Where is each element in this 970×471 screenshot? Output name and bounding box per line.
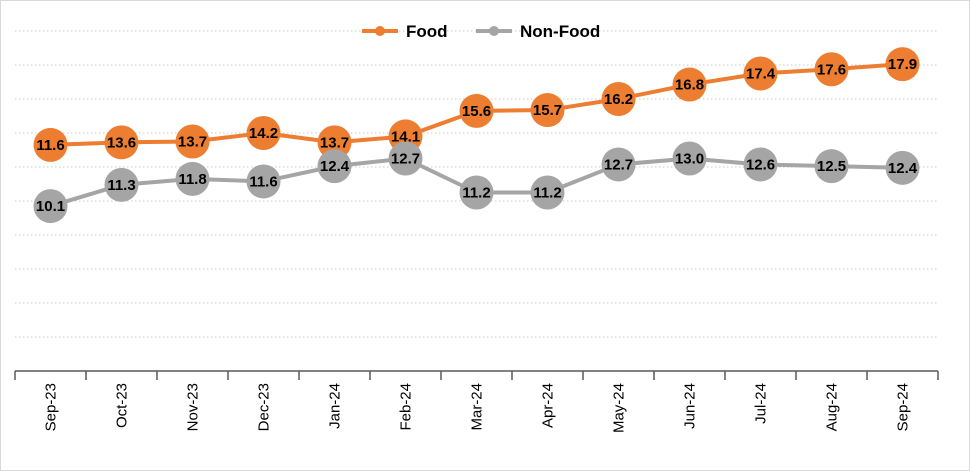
data-point <box>601 82 636 116</box>
x-tick-label: Jun-24 <box>682 383 699 429</box>
data-point <box>175 124 210 159</box>
data-label: 11.8 <box>178 171 206 188</box>
data-label: 13.7 <box>178 134 207 151</box>
data-point <box>104 167 139 202</box>
x-tick-label: Nov-23 <box>185 383 202 431</box>
data-point <box>175 161 210 196</box>
data-point <box>317 125 352 160</box>
legend-nonfood-marker <box>489 26 499 36</box>
data-label: 11.6 <box>249 173 277 190</box>
legend-food-marker <box>375 26 385 36</box>
data-label: 13.7 <box>320 134 349 151</box>
data-point <box>814 149 849 184</box>
data-label: 12.4 <box>320 158 350 175</box>
data-point <box>885 150 920 185</box>
x-tick-label: Dec-23 <box>256 383 273 431</box>
data-label: 15.7 <box>533 102 562 119</box>
series-layer: 11.6 13.6 13.7 14.2 13.7 14.1 15.6 15.7 16.2 16.8… <box>33 47 920 224</box>
x-tick-label: Mar-24 <box>469 383 486 431</box>
data-point <box>814 52 849 87</box>
data-label: 11.2 <box>533 185 561 202</box>
data-label: 17.4 <box>746 66 776 83</box>
data-label: 15.6 <box>462 103 491 120</box>
x-tick-label: Aug-24 <box>824 383 841 431</box>
data-label: 17.6 <box>817 61 846 78</box>
data-label: 17.9 <box>888 56 917 73</box>
data-point <box>317 149 352 184</box>
data-label: 12.4 <box>888 160 918 177</box>
legend-nonfood-label: Non-Food <box>520 22 600 41</box>
data-label: 11.2 <box>462 185 490 202</box>
data-point <box>104 125 139 160</box>
data-label: 12.7 <box>391 151 420 168</box>
x-tick-label: Feb-24 <box>398 383 415 431</box>
data-point <box>672 141 707 176</box>
x-tick-label: Oct-23 <box>114 383 131 428</box>
x-axis: Sep-23 Oct-23 Nov-23 Dec-23 Jan-24 Feb-24 Mar-… <box>14 370 939 433</box>
data-point <box>743 56 778 91</box>
data-point <box>246 164 281 199</box>
data-point <box>743 147 778 182</box>
data-point <box>459 175 494 210</box>
series-1: 10.1 11.3 11.8 11.6 12.4 12.7 11.2 11.2 12.7 13.0… <box>33 141 920 224</box>
data-point <box>530 93 565 128</box>
data-point <box>885 47 920 82</box>
data-point <box>388 141 423 176</box>
data-label: 13.6 <box>107 134 136 151</box>
legend: Food Non-Food <box>362 22 600 41</box>
legend-food-label: Food <box>406 22 448 41</box>
x-tick-label: Jan-24 <box>327 383 344 429</box>
data-label: 12.6 <box>746 156 775 173</box>
data-label: 14.1 <box>391 128 420 145</box>
data-point <box>33 189 68 224</box>
data-label: 12.7 <box>604 156 633 173</box>
data-label: 10.1 <box>36 198 65 215</box>
x-tick-label: Sep-24 <box>895 383 912 431</box>
data-point <box>601 147 636 182</box>
data-point <box>672 67 707 102</box>
x-tick-label: Jul-24 <box>753 383 770 424</box>
data-point <box>246 116 281 150</box>
x-tick-label: Sep-23 <box>43 383 60 431</box>
data-label: 11.3 <box>107 177 135 194</box>
data-point <box>530 175 565 210</box>
data-label: 11.6 <box>36 137 64 154</box>
data-label: 16.2 <box>604 91 633 108</box>
x-tick-label: May-24 <box>611 383 628 433</box>
data-label: 13.0 <box>675 151 704 168</box>
data-label: 14.2 <box>249 125 278 142</box>
data-label: 16.8 <box>675 77 704 94</box>
data-label: 12.5 <box>817 158 846 175</box>
data-point <box>459 93 494 128</box>
x-tick-label: Apr-24 <box>540 383 557 428</box>
data-point <box>33 127 68 162</box>
series-0: 11.6 13.6 13.7 14.2 13.7 14.1 15.6 15.7 16.2 16.8… <box>33 47 920 162</box>
